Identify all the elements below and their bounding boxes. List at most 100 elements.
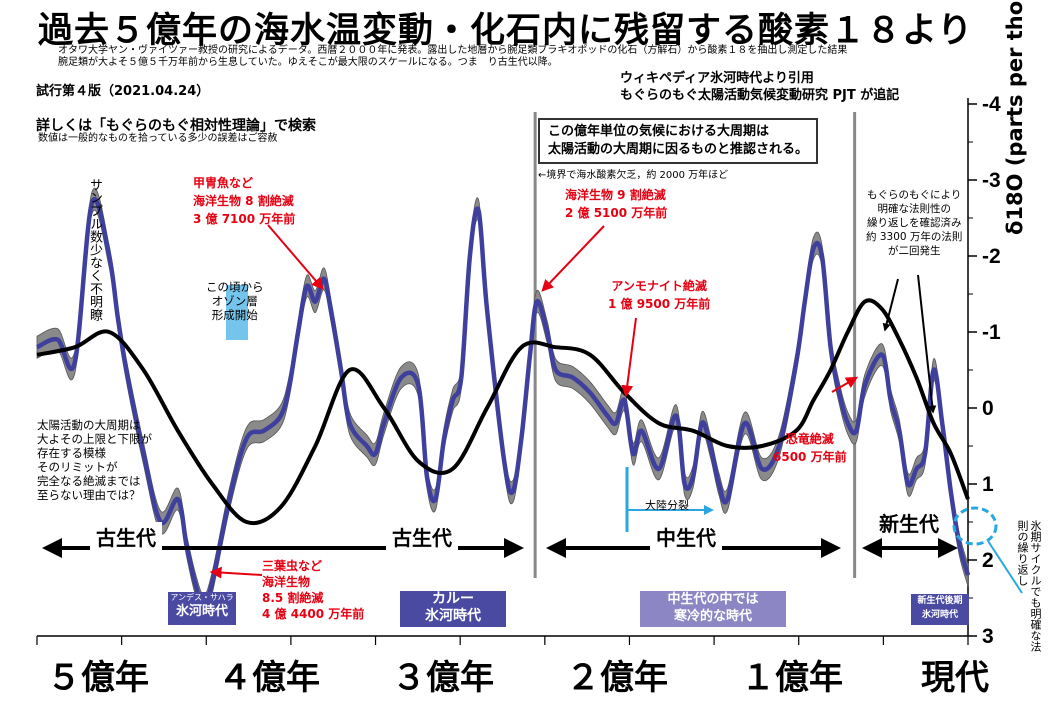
ice-age-mesozoic: 中生代の中では 寒冷的な時代 bbox=[640, 591, 786, 627]
note-line: 約 3300 万年の法則 bbox=[866, 231, 963, 243]
extinction-arrow bbox=[621, 317, 637, 398]
ozone-note-line: オゾン層 bbox=[211, 294, 258, 308]
y-tick-label: -1 bbox=[982, 321, 1001, 344]
note-line: 大よその上限と下限が bbox=[37, 432, 152, 446]
note-line: 至らない理由では？ bbox=[37, 488, 141, 502]
extinction-line: 三葉虫など bbox=[262, 559, 323, 573]
glacial-cycle-leader bbox=[987, 540, 1023, 594]
version-label: 試行第４版（2021.04.24） bbox=[36, 84, 210, 99]
note-line: もぐらのもぐにより bbox=[867, 189, 962, 201]
trend-series bbox=[36, 298, 970, 526]
note-line: 存在する模様 bbox=[37, 446, 106, 460]
extinction-dino: 恐竜絶滅 6500 万年前 bbox=[773, 430, 847, 466]
ozone-marker bbox=[226, 285, 248, 340]
error-band bbox=[36, 188, 969, 618]
sample-note: サンプル数少なく不明瞭 bbox=[87, 178, 102, 321]
y-axis-label: δ18O (parts per thousand) bbox=[1003, 0, 1027, 235]
source-note-1: オタワ大学ヤン・ヴァイツァー教授の研究によるデータ。西暦２０００年に発表。露出し… bbox=[58, 45, 848, 56]
uncertainty-band bbox=[36, 188, 969, 618]
detail-subtitle: 数値は一般的なものを拾っている多少の誤差はご容赦 bbox=[38, 133, 278, 144]
extinction-ammonite: アンモナイト絶滅 1 億 9500 万年前 bbox=[608, 277, 710, 313]
ice-age-karoo: カルー 氷河時代 bbox=[400, 591, 506, 627]
cycle-box-line2: 太陽活動の大周期に因るものと推認される。 bbox=[548, 142, 809, 157]
y-tick-label: -2 bbox=[982, 245, 1001, 268]
extinction-marine9: 海洋生物 9 割絶滅 2 億 5100 万年前 bbox=[565, 186, 667, 222]
extinction-line: 甲冑魚など bbox=[193, 176, 254, 190]
law-arrow bbox=[917, 274, 937, 414]
y-tick-label: -4 bbox=[982, 93, 1001, 116]
era-cenozoic: 新生代 bbox=[873, 508, 945, 537]
ice-age-label: 氷河時代 bbox=[425, 608, 481, 624]
ozone-note-line: この頃から bbox=[206, 280, 264, 294]
ice-age-label: 新生代後期 bbox=[917, 596, 963, 606]
continent-split-label: 大陸分裂 bbox=[645, 499, 689, 512]
note-line: そのリミットが bbox=[37, 460, 118, 474]
credit-2: もぐらのもぐ太陽活動気候変動研究 PJT が追記 bbox=[620, 88, 900, 103]
cycle-box: この億年単位の気候における大周期は 太陽活動の大周期に因るものと推認される。 bbox=[538, 118, 819, 164]
extinction-arrow bbox=[267, 224, 324, 290]
note-line: 太陽活動の大周期は bbox=[37, 418, 141, 432]
extinction-line: 海洋生物 9 割絶滅 bbox=[565, 188, 666, 202]
glacial-cycle-note: 氷期サイクルでも明確な法則の繰り返し bbox=[1016, 520, 1042, 652]
ozone-note-line: 形成開始 bbox=[211, 308, 258, 322]
credit-1: ウィキペディア氷河時代より引用 bbox=[620, 71, 814, 86]
y-axis-ticks: -4 -3 -2 -1 0 1 2 3 bbox=[968, 93, 1001, 648]
plot-frame bbox=[36, 98, 969, 645]
note-line: 繰り返しを確認済み bbox=[866, 217, 962, 229]
extinction-line: 海洋生物 bbox=[262, 575, 311, 589]
y-tick-label: -3 bbox=[982, 169, 1001, 192]
extinction-line: 海洋生物 8 割絶滅 bbox=[193, 194, 294, 208]
y-tick-label: 2 bbox=[982, 549, 994, 572]
ice-age-label: 氷河時代 bbox=[175, 604, 228, 619]
era-paleozoic-right: 古生代 bbox=[386, 522, 458, 551]
ice-age-label: 中生代の中では bbox=[667, 592, 759, 607]
source-note-2: 腕足類が大よそ５億５千万年前から生息していた。ゆえそこが最大限のスケールになる。… bbox=[58, 57, 558, 68]
detail-title: 詳しくは「もぐらのもぐ相対性理論」で検索 bbox=[36, 118, 316, 134]
y-tick-label: 3 bbox=[982, 625, 994, 648]
ice-age-label: 寒冷的な時代 bbox=[673, 609, 752, 624]
extinction-line: 2 億 5100 万年前 bbox=[565, 206, 668, 220]
extinction-line: 8.5 割絶滅 bbox=[262, 591, 324, 605]
y-tick-label: 0 bbox=[982, 397, 994, 420]
page-title: 過去５億年の海水温変動・化石内に残留する酸素１８より bbox=[38, 11, 974, 51]
series-line bbox=[36, 197, 971, 608]
extinction-kacchuu: 甲冑魚など 海洋生物 8 割絶滅 3 億 7100 万年前 bbox=[193, 174, 295, 228]
x-tick-label: ３億年 bbox=[392, 658, 494, 698]
x-tick-label: 現代 bbox=[921, 658, 989, 698]
ice-age-label: アンデス・サハラ bbox=[170, 593, 234, 602]
extinction-arrow bbox=[541, 225, 605, 292]
x-tick-label: ２億年 bbox=[566, 658, 668, 698]
era-paleozoic-left: 古生代 bbox=[90, 522, 162, 551]
extinction-line: アンモナイト絶滅 bbox=[611, 279, 707, 293]
extinction-line: 4 億 4400 万年前 bbox=[262, 607, 365, 621]
boundary-note: ←境界で海水酸素欠乏，約 2000 万年ほど bbox=[538, 170, 729, 181]
ice-age-cenozoic: 新生代後期 氷河時代 bbox=[911, 594, 969, 625]
law-note: もぐらのもぐにより 明確な法則性の 繰り返しを確認済み 約 3300 万年の法則… bbox=[866, 188, 962, 258]
x-tick-label: ４億年 bbox=[218, 658, 320, 698]
extinction-line: 恐竜絶滅 bbox=[785, 432, 834, 446]
note-line: 明確な法則性の bbox=[877, 203, 951, 215]
note-line: が二回発生 bbox=[887, 245, 941, 257]
era-mesozoic: 中生代 bbox=[650, 522, 722, 551]
delta-o18-series bbox=[36, 197, 971, 608]
x-tick-label: ５億年 bbox=[47, 658, 149, 698]
extinction-line: 3 億 7100 万年前 bbox=[193, 212, 296, 226]
extinction-arrow bbox=[209, 566, 263, 579]
law-arrow bbox=[882, 278, 899, 332]
ice-age-label: カルー bbox=[432, 591, 474, 607]
ice-age-label: 氷河時代 bbox=[921, 610, 958, 620]
x-tick-label: １億年 bbox=[741, 658, 843, 698]
extinction-trilobite: 三葉虫など 海洋生物 8.5 割絶滅 4 億 4400 万年前 bbox=[262, 558, 364, 622]
extinction-arrow bbox=[831, 376, 859, 393]
y-tick-label: 1 bbox=[982, 473, 994, 496]
solar-cycle-note: 太陽活動の大周期は 大よその上限と下限が 存在する模様 そのリミットが 完全なる… bbox=[37, 418, 152, 502]
trend-line bbox=[36, 298, 970, 526]
cycle-box-line1: この億年単位の気候における大周期は bbox=[548, 124, 770, 139]
extinction-line: 1 億 9500 万年前 bbox=[608, 297, 711, 311]
glacial-cycle-circle bbox=[952, 506, 998, 546]
ozone-note: この頃から オゾン層 形成開始 bbox=[206, 280, 264, 322]
extinction-line: 6500 万年前 bbox=[773, 450, 847, 464]
note-line: 完全なる絶滅までは bbox=[37, 474, 141, 488]
ice-age-andes: アンデス・サハラ 氷河時代 bbox=[168, 592, 236, 625]
